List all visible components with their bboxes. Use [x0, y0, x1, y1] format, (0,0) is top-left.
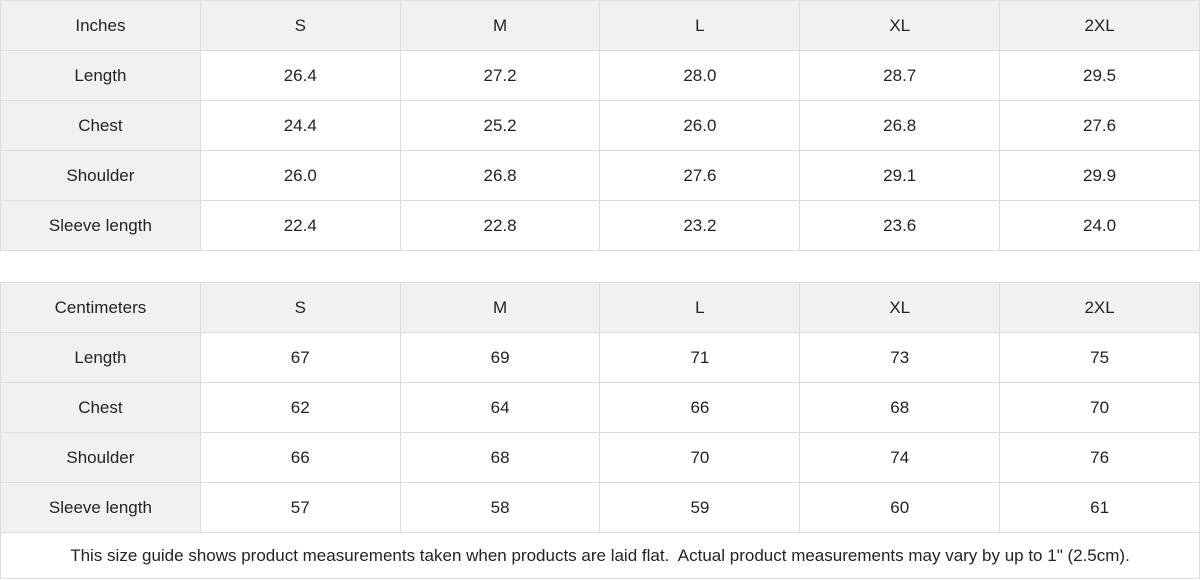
- table-row-sleeve-length: Sleeve length 57 58 59 60 61: [0, 482, 1200, 533]
- table-cell: 74: [799, 432, 1001, 483]
- unit-header-centimeters: Centimeters: [0, 282, 201, 333]
- table-cell: 59: [599, 482, 801, 533]
- table-cell: 70: [599, 432, 801, 483]
- row-label: Chest: [0, 382, 201, 433]
- size-header-2xl: 2XL: [999, 282, 1200, 333]
- table-row-chest: Chest 24.4 25.2 26.0 26.8 27.6: [0, 100, 1200, 151]
- table-cell: 70: [999, 382, 1200, 433]
- size-header-m: M: [399, 0, 601, 51]
- inches-table: Inches S M L XL 2XL Length 26.4 27.2 28.…: [0, 0, 1200, 251]
- table-cell: 68: [399, 432, 601, 483]
- table-cell: 66: [599, 382, 801, 433]
- table-row-shoulder: Shoulder 66 68 70 74 76: [0, 432, 1200, 483]
- table-cell: 29.5: [999, 50, 1200, 101]
- table-cell: 71: [599, 332, 801, 383]
- table-row-sleeve-length: Sleeve length 22.4 22.8 23.2 23.6 24.0: [0, 200, 1200, 251]
- row-label: Shoulder: [0, 150, 201, 201]
- table-row-chest: Chest 62 64 66 68 70: [0, 382, 1200, 433]
- table-cell: 24.4: [199, 100, 401, 151]
- table-cell: 66: [199, 432, 401, 483]
- size-header-s: S: [199, 282, 401, 333]
- table-cell: 22.8: [399, 200, 601, 251]
- table-cell: 75: [999, 332, 1200, 383]
- table-cell: 62: [199, 382, 401, 433]
- table-row-length: Length 26.4 27.2 28.0 28.7 29.5: [0, 50, 1200, 101]
- table-cell: 76: [999, 432, 1200, 483]
- table-cell: 29.9: [999, 150, 1200, 201]
- table-cell: 25.2: [399, 100, 601, 151]
- row-label: Shoulder: [0, 432, 201, 483]
- table-cell: 61: [999, 482, 1200, 533]
- table-cell: 67: [199, 332, 401, 383]
- table-cell: 27.6: [599, 150, 801, 201]
- table-cell: 28.0: [599, 50, 801, 101]
- table-row-shoulder: Shoulder 26.0 26.8 27.6 29.1 29.9: [0, 150, 1200, 201]
- table-cell: 22.4: [199, 200, 401, 251]
- table-cell: 24.0: [999, 200, 1200, 251]
- table-cell: 27.6: [999, 100, 1200, 151]
- table-row-length: Length 67 69 71 73 75: [0, 332, 1200, 383]
- size-header-xl: XL: [799, 282, 1001, 333]
- table-cell: 28.7: [799, 50, 1001, 101]
- centimeters-header-row: Centimeters S M L XL 2XL: [0, 282, 1200, 333]
- centimeters-table: Centimeters S M L XL 2XL Length 67 69 71…: [0, 282, 1200, 533]
- size-header-l: L: [599, 282, 801, 333]
- table-cell: 68: [799, 382, 1001, 433]
- size-guide-disclaimer: This size guide shows product measuremen…: [0, 533, 1200, 579]
- inches-header-row: Inches S M L XL 2XL: [0, 0, 1200, 51]
- size-header-xl: XL: [799, 0, 1001, 51]
- table-cell: 29.1: [799, 150, 1001, 201]
- table-cell: 27.2: [399, 50, 601, 101]
- size-header-2xl: 2XL: [999, 0, 1200, 51]
- row-label: Length: [0, 332, 201, 383]
- size-header-m: M: [399, 282, 601, 333]
- table-cell: 26.0: [599, 100, 801, 151]
- row-label: Sleeve length: [0, 200, 201, 251]
- table-cell: 26.0: [199, 150, 401, 201]
- table-cell: 26.4: [199, 50, 401, 101]
- size-header-s: S: [199, 0, 401, 51]
- table-cell: 64: [399, 382, 601, 433]
- table-gap: [0, 251, 1200, 282]
- table-cell: 23.2: [599, 200, 801, 251]
- row-label: Sleeve length: [0, 482, 201, 533]
- table-cell: 23.6: [799, 200, 1001, 251]
- unit-header-inches: Inches: [0, 0, 201, 51]
- row-label: Chest: [0, 100, 201, 151]
- table-cell: 73: [799, 332, 1001, 383]
- table-cell: 58: [399, 482, 601, 533]
- table-cell: 26.8: [799, 100, 1001, 151]
- table-cell: 26.8: [399, 150, 601, 201]
- row-label: Length: [0, 50, 201, 101]
- table-cell: 60: [799, 482, 1001, 533]
- size-header-l: L: [599, 0, 801, 51]
- table-cell: 69: [399, 332, 601, 383]
- table-cell: 57: [199, 482, 401, 533]
